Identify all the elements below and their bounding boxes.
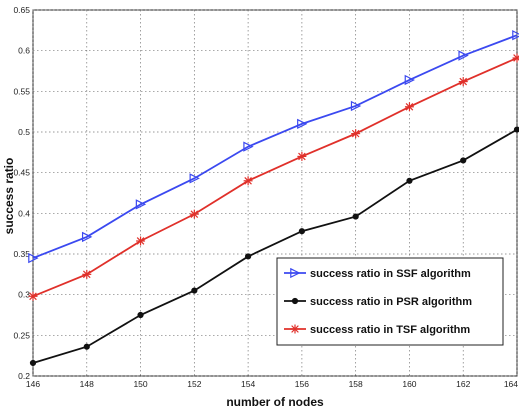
y-tick-label: 0.3: [18, 290, 30, 300]
y-tick-label: 0.65: [13, 5, 30, 15]
data-point: [28, 252, 39, 264]
series-group: [28, 30, 519, 367]
data-point: [189, 209, 199, 219]
x-tick-label: 146: [26, 379, 40, 389]
y-tick-label: 0.45: [13, 168, 30, 178]
x-tick-label: 150: [133, 379, 147, 389]
legend-label: success ratio in TSF algorithm: [310, 324, 470, 336]
x-tick-labels: 146 148 150 152 154 156 158 160 162 164: [26, 379, 518, 389]
y-tick-label: 0.4: [18, 208, 30, 218]
data-point: [243, 141, 254, 152]
legend: success ratio in SSF algorithm success ra…: [276, 257, 504, 346]
x-tick-label: 148: [80, 379, 94, 389]
data-point: [81, 231, 93, 243]
data-point: [352, 213, 359, 220]
legend-marker: [290, 267, 301, 279]
data-point: [297, 118, 308, 130]
y-tick-label: 0.6: [18, 46, 30, 56]
data-point: [512, 30, 519, 41]
legend-item-1: success ratio in SSF algorithm: [284, 267, 471, 280]
legend-label: success ratio in SSF algorithm: [310, 268, 471, 280]
data-point: [404, 74, 415, 86]
legend-item-3: success ratio in TSF algorithm: [284, 324, 470, 336]
y-tick-label: 0.25: [13, 330, 30, 340]
data-point: [191, 287, 198, 294]
x-axis-title: number of nodes: [226, 395, 324, 409]
data-point: [512, 53, 519, 63]
legend-marker: [291, 297, 299, 305]
data-point: [458, 50, 469, 61]
data-point: [458, 77, 468, 87]
legend-item-2: success ratio in PSR algorithm: [284, 296, 472, 308]
data-point: [245, 253, 252, 260]
series-1: [28, 30, 519, 264]
data-point: [137, 311, 144, 319]
data-point: [243, 176, 253, 186]
x-tick-label: 156: [295, 379, 309, 389]
series-2: [29, 126, 519, 367]
data-point: [28, 291, 38, 301]
data-point: [351, 129, 361, 139]
series-line: [32, 34, 518, 259]
data-point: [350, 100, 362, 112]
series-line: [32, 57, 518, 298]
data-point: [189, 173, 200, 184]
x-tick-label: 162: [456, 379, 470, 389]
y-tick-label: 0.2: [18, 371, 30, 381]
legend-label: success ratio in PSR algorithm: [310, 296, 472, 308]
data-point: [82, 269, 92, 279]
legend-marker: [290, 324, 300, 334]
y-tick-label: 0.35: [13, 249, 30, 259]
x-tick-label: 158: [349, 379, 363, 389]
x-tick-label: 164: [504, 379, 518, 389]
y-axis-title: success ratio: [2, 158, 16, 235]
legend-box: [276, 257, 504, 346]
x-tick-label: 154: [241, 379, 255, 389]
x-tick-label: 152: [187, 379, 201, 389]
data-point: [298, 228, 305, 235]
data-point: [135, 199, 147, 210]
data-point: [404, 102, 414, 112]
y-tick-label: 0.5: [18, 127, 30, 137]
data-point: [83, 343, 90, 350]
data-point: [29, 359, 37, 367]
data-point: [297, 151, 307, 161]
data-point: [513, 126, 519, 133]
x-tick-label: 160: [402, 379, 416, 389]
series-line: [32, 128, 518, 364]
y-tick-label: 0.55: [13, 86, 30, 96]
series-3: [28, 53, 519, 301]
data-point: [136, 236, 146, 246]
y-tick-labels: 0.2 0.25 0.3 0.35 0.4 0.45 0.5 0.55 0.6 0.65: [13, 5, 30, 381]
data-point: [406, 177, 413, 184]
data-point: [460, 157, 467, 164]
